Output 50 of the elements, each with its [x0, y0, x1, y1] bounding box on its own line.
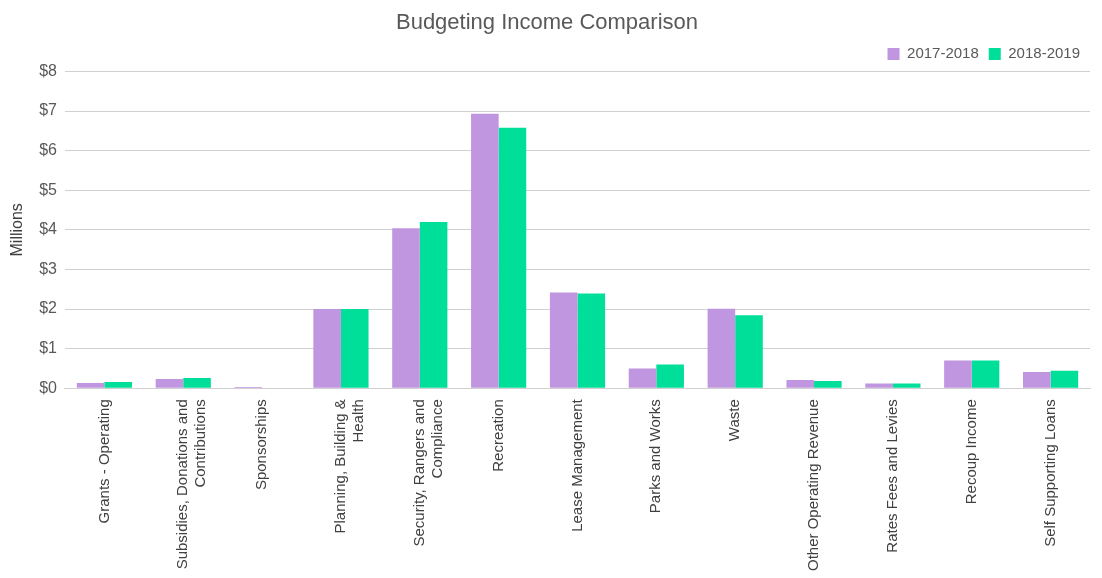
bar	[471, 113, 499, 388]
x-tick-label: Lease Management	[567, 398, 585, 532]
y-axis-title: Millions	[8, 203, 26, 257]
bar	[735, 315, 763, 388]
x-tick-label: Planning, Building & Health	[331, 399, 367, 534]
bar	[313, 309, 341, 388]
bar	[944, 360, 972, 388]
bar	[392, 228, 420, 388]
x-tick-label: Self Supporting Loans	[1040, 399, 1058, 547]
y-tick-label: $8	[39, 61, 58, 79]
bar	[892, 383, 921, 388]
bar	[707, 308, 736, 388]
bar	[971, 360, 1000, 388]
y-tick-label: $3	[39, 259, 58, 277]
bar	[628, 368, 657, 388]
x-tick-label: Recreation	[488, 399, 506, 472]
y-tick-label: $7	[39, 101, 58, 119]
y-tick-label: $0	[39, 378, 58, 396]
x-tick-label: Parks and Works	[646, 399, 664, 514]
y-tick-label: $4	[39, 220, 58, 238]
x-tick-label: Recoup Income	[961, 399, 979, 505]
bar	[577, 293, 606, 388]
bar	[104, 381, 133, 388]
x-tick-label: Sponsorships	[252, 399, 270, 491]
x-tick-label: Subsidies, Donations and Contributions	[173, 399, 209, 570]
bar	[340, 309, 369, 388]
bar	[656, 364, 684, 388]
bar	[814, 381, 842, 388]
x-tick-label: Security, Rangers and Compliance	[409, 399, 445, 547]
bar	[786, 379, 815, 388]
bar	[498, 127, 527, 388]
x-tick-label: Other Operating Revenue	[804, 399, 822, 572]
legend-label: 2018-2019	[1008, 44, 1080, 62]
x-tick-label: Rates Fees and Levies	[883, 399, 901, 553]
bar	[419, 221, 448, 388]
bar	[1022, 372, 1051, 388]
y-tick-label: $2	[39, 299, 58, 317]
chart-title: Budgeting Income Comparison	[395, 9, 699, 35]
bar	[155, 379, 184, 388]
bar	[76, 383, 105, 388]
x-tick-label: Grants - Operating	[94, 399, 112, 524]
bar	[1050, 370, 1079, 388]
y-tick-label: $6	[39, 141, 58, 159]
x-tick-label: Waste	[725, 399, 743, 442]
bar	[865, 383, 893, 388]
legend-label: 2017-2018	[907, 44, 979, 62]
y-tick-label: $5	[39, 180, 58, 198]
bar	[183, 377, 211, 388]
y-tick-label: $1	[39, 339, 58, 357]
bar	[549, 292, 578, 388]
